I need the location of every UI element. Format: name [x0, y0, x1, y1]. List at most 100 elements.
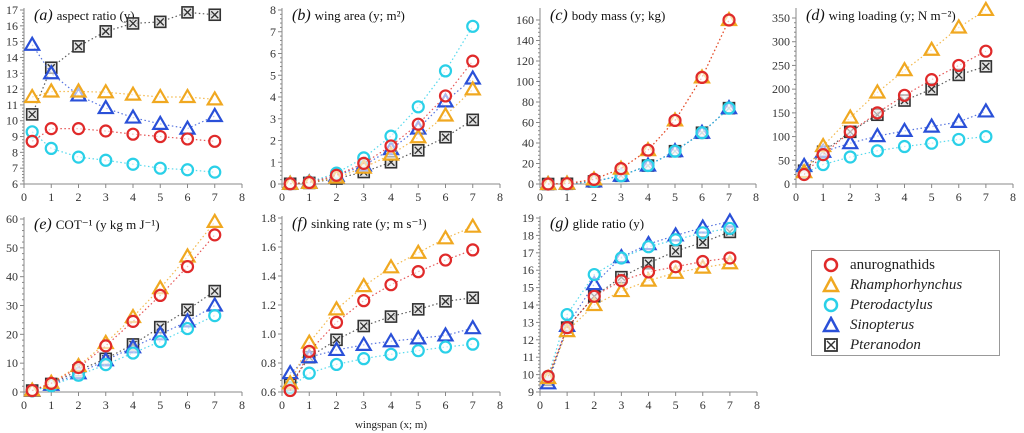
data-point [208, 308, 222, 323]
data-point [329, 315, 344, 329]
series-anurognathids [541, 251, 737, 383]
data-point [126, 17, 140, 30]
series-anurognathids [797, 44, 993, 182]
data-point [382, 145, 400, 161]
y-tick-label: 10 [522, 368, 534, 382]
data-point [302, 344, 316, 358]
data-point [99, 339, 113, 353]
data-point [870, 106, 884, 120]
data-point [180, 259, 195, 274]
data-point [151, 87, 170, 104]
x-tick-label: 2 [76, 190, 82, 204]
data-point [614, 251, 628, 265]
series-anurognathids [25, 122, 222, 148]
data-point [384, 310, 398, 323]
data-point [205, 90, 224, 106]
data-point [952, 132, 966, 147]
data-point [466, 337, 480, 351]
panel-letter: (g) [550, 215, 573, 232]
series-line [547, 227, 730, 377]
data-point [870, 144, 884, 158]
data-point [895, 60, 914, 77]
data-point [612, 281, 631, 298]
data-point [925, 136, 939, 150]
legend-item-pteranodon: Pteranodon [822, 335, 921, 355]
x-tick-label: 8 [239, 398, 245, 412]
y-tick-label: 10 [6, 356, 18, 370]
data-point [99, 25, 113, 38]
data-point [438, 253, 453, 267]
x-tick-label: 5 [157, 398, 163, 412]
series-line [31, 234, 216, 392]
data-point [560, 307, 574, 322]
data-point [180, 321, 195, 336]
x-tick-label: 2 [847, 190, 853, 204]
data-point [922, 117, 941, 133]
data-point [723, 251, 737, 265]
y-tick-label: 19 [522, 211, 534, 225]
y-tick-label: 40 [6, 270, 18, 284]
data-point [463, 80, 482, 96]
y-tick-label: 60 [522, 116, 534, 130]
y-tick-label: 20 [6, 327, 18, 341]
data-point [99, 124, 113, 138]
y-tick-label: 250 [772, 58, 790, 72]
y-tick-label: 4 [270, 90, 276, 104]
legend-item-anurognathids: anurognathids [822, 255, 935, 275]
data-point [411, 143, 425, 157]
x-tick-label: 6 [185, 398, 191, 412]
data-point [71, 150, 86, 164]
x-tick-label: 7 [727, 398, 733, 412]
data-point [151, 114, 170, 130]
data-point [126, 314, 140, 328]
data-point [439, 295, 452, 308]
data-point [438, 89, 453, 103]
data-point [25, 108, 39, 121]
data-point [327, 340, 346, 357]
legend-item-pterodactylus: Pterodactylus [822, 295, 933, 315]
data-point [153, 334, 167, 349]
series-sinopterus [539, 98, 738, 191]
y-tick-label: 40 [522, 136, 534, 150]
data-point [382, 332, 400, 348]
series-sinopterus [281, 69, 482, 190]
data-point [382, 258, 400, 274]
y-tick-label: 150 [772, 106, 790, 120]
x-tick-label: 6 [956, 190, 962, 204]
data-point [466, 54, 480, 68]
y-tick-label: 12 [522, 333, 534, 347]
data-point [180, 163, 195, 177]
data-point [411, 265, 425, 279]
panel-letter: (e) [34, 216, 56, 233]
data-point [96, 98, 115, 115]
data-point [44, 141, 58, 156]
y-tick-label: 9 [12, 130, 18, 144]
data-point [208, 8, 222, 22]
x-tick-label: 8 [497, 190, 503, 204]
data-point [639, 271, 658, 287]
y-tick-label: 13 [6, 66, 18, 80]
data-point [466, 113, 480, 127]
y-tick-label: 100 [516, 75, 534, 89]
data-point [669, 244, 682, 258]
data-point [841, 108, 860, 124]
series-line [290, 25, 474, 185]
data-point [541, 369, 555, 383]
x-tick-label: 6 [443, 398, 449, 412]
data-point [126, 127, 140, 141]
series-line [290, 78, 474, 185]
y-tick-label: 8 [270, 3, 276, 17]
x-tick-label: 8 [754, 398, 760, 412]
series-line [289, 249, 473, 391]
panel-c: 0 20 40 60 80 100 120 140 160 0 1 2 3 4 5 6 7 8 (c) body m… [516, 7, 759, 204]
data-point [124, 108, 142, 124]
y-tick-label: 200 [772, 82, 790, 96]
data-point [180, 132, 195, 146]
series-line [547, 231, 731, 381]
data-point [843, 150, 857, 164]
data-point [384, 347, 398, 361]
data-point [587, 267, 601, 282]
y-tick-label: 30 [6, 299, 18, 313]
series-line [803, 9, 987, 173]
